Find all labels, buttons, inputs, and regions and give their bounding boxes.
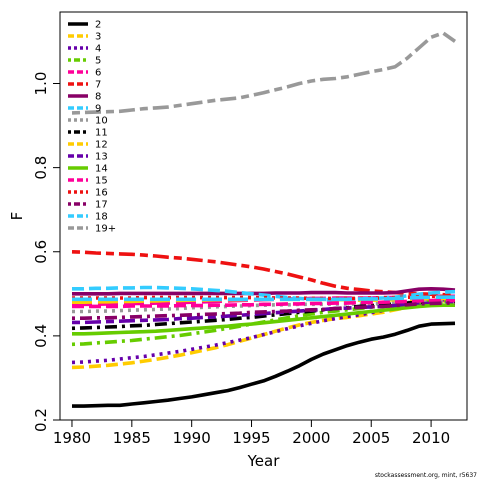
legend-label: 10 — [95, 116, 108, 127]
legend-label: 15 — [95, 176, 108, 187]
legend-label: 16 — [95, 188, 108, 199]
legend-label: 3 — [95, 32, 101, 43]
series-line-15 — [72, 298, 455, 309]
legend-label: 4 — [95, 44, 101, 55]
legend-label: 8 — [95, 92, 101, 103]
y-tick-label: 0.2 — [32, 408, 50, 432]
series-lines — [71, 31, 457, 408]
legend-label: 11 — [95, 128, 108, 139]
legend-label: 13 — [95, 152, 108, 163]
x-tick-label: 1990 — [173, 429, 211, 447]
legend-label: 19+ — [95, 224, 116, 235]
y-axis-title: F — [8, 212, 26, 221]
legend-label: 14 — [95, 164, 108, 175]
x-tick-label: 2000 — [292, 429, 330, 447]
y-tick-label: 0.4 — [32, 324, 50, 348]
x-tick-label: 1985 — [113, 429, 151, 447]
legend-label: 7 — [95, 80, 101, 91]
x-tick-label: 1980 — [53, 429, 91, 447]
series-line-17 — [72, 301, 455, 320]
legend-label: 2 — [95, 20, 101, 31]
series-line-19plus — [71, 31, 457, 115]
x-axis: 1980 1985 1990 1995 2000 2005 2010 — [53, 419, 450, 447]
series-line-11 — [71, 299, 455, 331]
x-tick-label: 2010 — [412, 429, 450, 447]
footnote: stockassessment.org, mint, r5637 — [375, 472, 477, 479]
x-tick-label: 1995 — [232, 429, 270, 447]
legend-label: 5 — [95, 56, 101, 67]
series-line-14 — [72, 303, 455, 336]
series-line-9 — [72, 285, 456, 302]
y-axis: 0.2 0.4 0.6 0.8 1.0 — [32, 72, 61, 432]
y-tick-label: 0.6 — [32, 240, 50, 264]
series-line-2 — [72, 321, 456, 408]
legend-label: 17 — [95, 200, 108, 211]
legend-label: 9 — [95, 104, 101, 115]
x-axis-title: Year — [247, 452, 281, 470]
y-tick-label: 0.8 — [32, 156, 50, 180]
legend-label: 18 — [95, 212, 108, 223]
x-tick-label: 2005 — [352, 429, 390, 447]
legend-label: 6 — [95, 68, 101, 79]
series-line-4 — [71, 297, 456, 365]
legend-label: 12 — [95, 140, 108, 151]
y-tick-label: 1.0 — [32, 72, 50, 96]
series-line-18 — [72, 295, 455, 302]
